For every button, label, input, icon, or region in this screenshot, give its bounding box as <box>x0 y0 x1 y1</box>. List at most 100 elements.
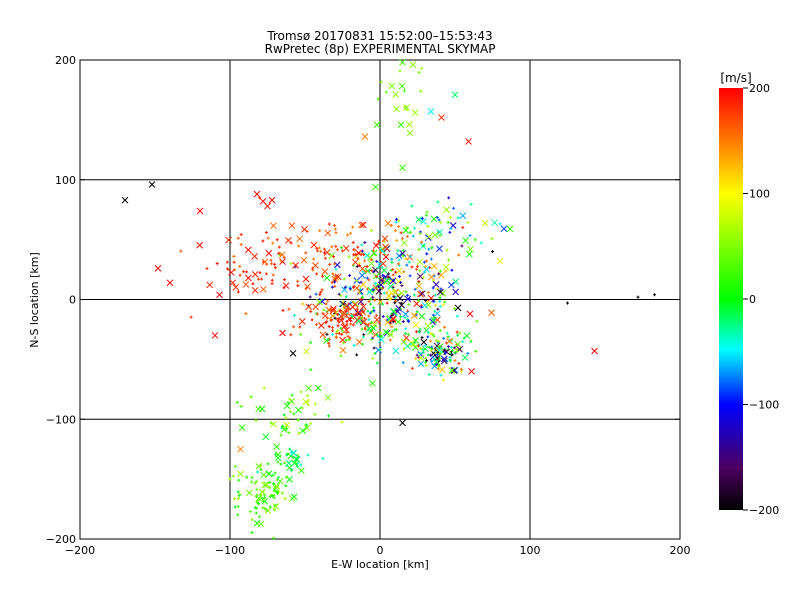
data-point <box>330 285 334 289</box>
data-point <box>257 502 261 506</box>
grid-lines <box>80 60 680 539</box>
data-point <box>264 272 268 276</box>
y-axis-label: N-S location [km] <box>28 252 41 348</box>
data-point <box>262 386 266 390</box>
data-point <box>447 281 455 289</box>
data-point <box>336 319 340 323</box>
data-point <box>276 460 280 464</box>
data-point <box>372 309 376 313</box>
data-point <box>434 338 438 342</box>
data-point <box>393 270 397 274</box>
colorbar-tick-label: 200 <box>749 82 770 95</box>
data-point <box>329 318 333 322</box>
data-point <box>336 328 340 332</box>
data-point <box>358 221 365 229</box>
data-point <box>284 484 288 488</box>
data-point <box>303 424 311 432</box>
data-point <box>310 318 314 322</box>
data-point <box>225 267 229 271</box>
data-point <box>453 351 457 355</box>
data-point <box>455 314 459 318</box>
data-point <box>335 317 339 321</box>
data-point <box>409 342 413 346</box>
data-point <box>320 288 324 292</box>
data-point <box>363 322 371 329</box>
data-point <box>369 228 373 232</box>
data-point <box>342 277 346 281</box>
data-point <box>353 284 361 292</box>
data-point <box>379 260 387 267</box>
x-tick-label: 100 <box>520 544 541 557</box>
data-point <box>388 338 392 342</box>
data-point <box>381 235 389 242</box>
data-point <box>405 226 409 230</box>
data-point <box>437 218 441 222</box>
data-point <box>461 354 469 361</box>
data-point <box>416 264 420 268</box>
data-point <box>387 272 391 276</box>
data-point <box>334 244 338 248</box>
data-point <box>437 288 444 296</box>
data-point <box>166 279 174 287</box>
data-point <box>281 308 285 312</box>
data-point <box>263 507 267 511</box>
data-point <box>474 349 478 353</box>
data-point <box>397 219 401 223</box>
data-point <box>328 308 332 312</box>
data-point <box>367 278 371 282</box>
data-point <box>427 108 435 115</box>
data-point <box>376 97 380 101</box>
data-point <box>358 272 366 279</box>
data-point <box>453 359 457 363</box>
data-point <box>232 283 240 291</box>
data-point <box>340 420 344 424</box>
data-point <box>419 89 423 93</box>
data-point <box>455 330 459 334</box>
data-point <box>336 248 340 252</box>
data-point <box>442 263 450 271</box>
data-point <box>232 260 236 264</box>
data-point <box>457 361 461 365</box>
data-point <box>360 327 364 331</box>
data-point <box>270 282 274 286</box>
data-point <box>325 332 329 336</box>
data-point <box>442 378 446 382</box>
data-point <box>205 267 209 271</box>
data-point <box>311 266 315 270</box>
data-point <box>401 249 405 253</box>
data-point <box>270 420 277 428</box>
data-point <box>300 406 304 410</box>
data-point <box>402 347 406 351</box>
data-point <box>430 359 434 363</box>
data-point <box>306 394 310 398</box>
data-point <box>296 418 300 422</box>
data-point <box>339 336 346 344</box>
data-point <box>263 493 267 497</box>
data-point <box>233 505 237 509</box>
data-point <box>426 330 430 334</box>
data-point <box>399 315 403 319</box>
data-point <box>397 262 401 266</box>
data-point <box>438 114 445 121</box>
data-point <box>373 282 377 286</box>
data-point <box>410 366 414 370</box>
data-point <box>349 301 353 305</box>
data-point <box>331 275 339 283</box>
data-point <box>400 237 404 241</box>
data-point <box>256 470 260 474</box>
data-point <box>393 301 397 305</box>
data-point <box>344 295 348 299</box>
data-point <box>410 312 418 319</box>
data-point <box>373 298 377 302</box>
data-point <box>442 349 446 353</box>
data-point <box>261 499 265 503</box>
data-point <box>296 235 303 243</box>
data-point <box>330 305 337 313</box>
data-point <box>367 299 371 303</box>
data-point <box>418 351 422 355</box>
data-point <box>290 468 294 472</box>
data-point <box>228 477 232 481</box>
data-point <box>269 258 273 262</box>
data-point <box>459 212 467 220</box>
data-point <box>333 261 341 269</box>
